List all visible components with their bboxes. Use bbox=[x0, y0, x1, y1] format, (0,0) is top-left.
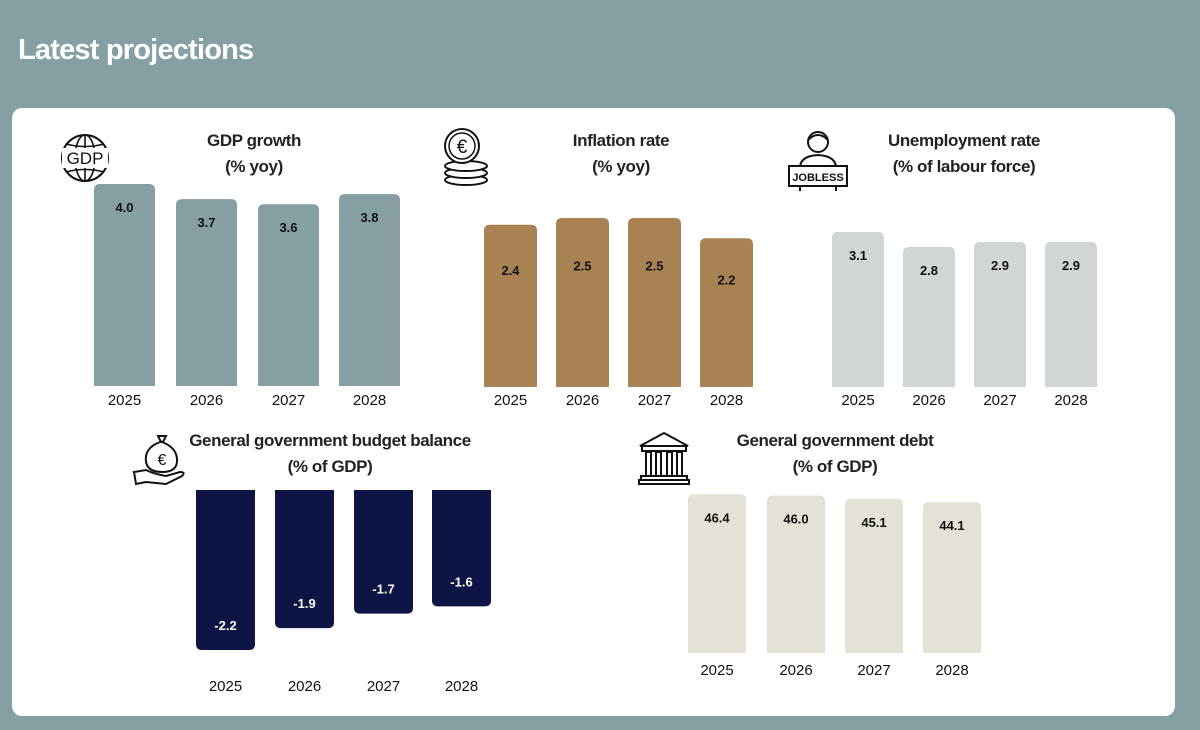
unemployment-title-line1: Unemployment rate bbox=[888, 131, 1040, 150]
inflation-tick-label-2027: 2027 bbox=[638, 392, 671, 409]
gdp-bar-2026 bbox=[176, 199, 237, 386]
debt-value-label-2026: 46.0 bbox=[783, 512, 808, 527]
balance-tick-label-2025: 2025 bbox=[209, 678, 242, 695]
debt-bar-2025 bbox=[688, 494, 746, 653]
debt-value-label-2025: 46.4 bbox=[704, 510, 730, 525]
inflation-bar-2026 bbox=[556, 218, 609, 387]
unemployment-value-label-2025: 3.1 bbox=[849, 248, 867, 263]
jobless-person-icon: JOBLESS bbox=[788, 131, 848, 191]
euro-coins-icon: € bbox=[444, 128, 488, 186]
unemployment-bar-2028 bbox=[1045, 242, 1097, 387]
inflation-bar-2025 bbox=[484, 224, 537, 387]
gdp-value-label-2025: 4.0 bbox=[115, 200, 133, 215]
unemployment-bar-2026 bbox=[903, 247, 955, 387]
gdp-value-label-2028: 3.8 bbox=[360, 210, 378, 225]
gdp-value-label-2026: 3.7 bbox=[197, 215, 215, 230]
gdp-title-line1: GDP growth bbox=[207, 131, 301, 150]
balance-bar-2025 bbox=[196, 490, 255, 650]
unemployment-tick-label-2025: 2025 bbox=[841, 392, 874, 409]
svg-text:€: € bbox=[457, 137, 468, 158]
debt-tick-label-2026: 2026 bbox=[779, 662, 812, 679]
debt-chart-title: General government debt (% of GDP) bbox=[685, 428, 985, 480]
unemployment-bar-2025 bbox=[832, 232, 884, 387]
balance-value-label-2025: -2.2 bbox=[214, 618, 236, 633]
inflation-title-line1: Inflation rate bbox=[572, 131, 670, 150]
government-building-icon bbox=[638, 431, 690, 485]
inflation-tick-label-2028: 2028 bbox=[710, 392, 743, 409]
unemployment-tick-label-2028: 2028 bbox=[1054, 392, 1087, 409]
balance-bar-2027 bbox=[354, 490, 413, 614]
inflation-title-line2: (% yoy) bbox=[592, 157, 650, 176]
inflation-value-label-2028: 2.2 bbox=[717, 272, 735, 287]
euro-moneybag-hand-icon: € bbox=[132, 435, 185, 486]
debt-bar-2026 bbox=[767, 495, 825, 653]
inflation-value-label-2026: 2.5 bbox=[573, 258, 591, 273]
debt-tick-label-2028: 2028 bbox=[935, 662, 968, 679]
inflation-bar-2027 bbox=[628, 218, 681, 387]
inflation-tick-label-2026: 2026 bbox=[566, 392, 599, 409]
debt-value-label-2028: 44.1 bbox=[939, 518, 964, 533]
debt-value-label-2027: 45.1 bbox=[861, 515, 886, 530]
balance-title-line1: General government budget balance bbox=[189, 431, 471, 450]
svg-text:€: € bbox=[158, 452, 167, 469]
unemployment-value-label-2026: 2.8 bbox=[920, 263, 938, 278]
balance-tick-label-2026: 2026 bbox=[288, 678, 321, 695]
inflation-value-label-2027: 2.5 bbox=[645, 258, 663, 273]
balance-value-label-2027: -1.7 bbox=[372, 582, 394, 597]
gdp-bar-2025 bbox=[94, 184, 155, 386]
unemployment-chart-title: Unemployment rate (% of labour force) bbox=[844, 128, 1084, 180]
inflation-tick-label-2025: 2025 bbox=[494, 392, 527, 409]
inflation-chart-title: Inflation rate (% yoy) bbox=[521, 128, 721, 180]
gdp-tick-label-2028: 2028 bbox=[353, 392, 386, 409]
globe-gdp-icon: GDP bbox=[61, 134, 109, 182]
gdp-title-line2: (% yoy) bbox=[225, 157, 283, 176]
inflation-bar-2028 bbox=[700, 238, 753, 387]
unemployment-tick-label-2027: 2027 bbox=[983, 392, 1016, 409]
gdp-tick-label-2025: 2025 bbox=[108, 392, 141, 409]
inflation-value-label-2025: 2.4 bbox=[501, 263, 520, 278]
debt-bar-2027 bbox=[845, 498, 903, 653]
debt-tick-label-2025: 2025 bbox=[700, 662, 733, 679]
page-title: Latest projections bbox=[18, 34, 254, 66]
gdp-icon-text: GDP bbox=[67, 149, 104, 168]
balance-tick-label-2027: 2027 bbox=[367, 678, 400, 695]
unemployment-value-label-2028: 2.9 bbox=[1062, 258, 1080, 273]
balance-bar-2026 bbox=[275, 490, 334, 629]
balance-tick-label-2028: 2028 bbox=[445, 678, 478, 695]
unemployment-tick-label-2026: 2026 bbox=[912, 392, 945, 409]
jobless-sign-text: JOBLESS bbox=[792, 172, 843, 184]
gdp-bar-2027 bbox=[258, 204, 319, 386]
balance-chart-title: General government budget balance (% of … bbox=[170, 428, 490, 480]
debt-bar-2028 bbox=[923, 502, 981, 653]
balance-title-line2: (% of GDP) bbox=[287, 457, 373, 476]
debt-tick-label-2027: 2027 bbox=[857, 662, 890, 679]
debt-title-line2: (% of GDP) bbox=[792, 457, 878, 476]
gdp-chart-title: GDP growth (% yoy) bbox=[154, 128, 354, 180]
balance-value-label-2028: -1.6 bbox=[450, 574, 472, 589]
balance-bar-2028 bbox=[432, 490, 491, 607]
unemployment-bar-2027 bbox=[974, 242, 1026, 387]
unemployment-value-label-2027: 2.9 bbox=[991, 258, 1009, 273]
gdp-tick-label-2027: 2027 bbox=[272, 392, 305, 409]
balance-value-label-2026: -1.9 bbox=[293, 596, 315, 611]
gdp-value-label-2027: 3.6 bbox=[279, 220, 297, 235]
gdp-bar-2028 bbox=[339, 194, 400, 386]
debt-title-line1: General government debt bbox=[736, 431, 934, 450]
gdp-tick-label-2026: 2026 bbox=[190, 392, 223, 409]
unemployment-title-line2: (% of labour force) bbox=[892, 157, 1036, 176]
